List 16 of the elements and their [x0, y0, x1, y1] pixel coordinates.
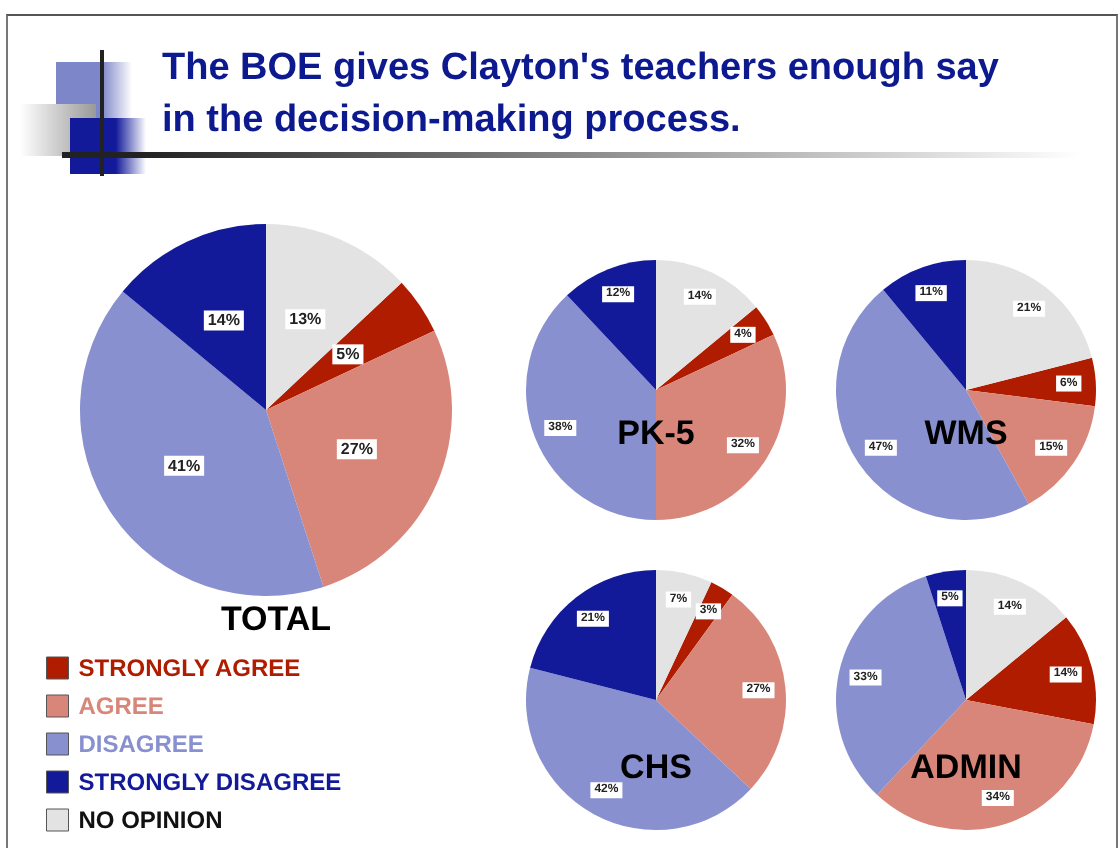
text: PK-5 — [617, 414, 695, 452]
data-label: 13% — [289, 310, 322, 329]
legend-label: STRONGLY DISAGREE — [78, 768, 342, 796]
data-label: 27% — [340, 440, 373, 459]
text: The BOE gives Clayton's teachers enough say in the decision-making process. — [162, 47, 1010, 141]
legend-label: NO OPINION — [78, 806, 223, 834]
data-label: 41% — [168, 456, 201, 475]
legend-label: STRONGLY AGREE — [78, 654, 301, 682]
data-label: 14% — [207, 311, 240, 330]
text: CHS — [620, 748, 692, 786]
legend-label: AGREE — [78, 692, 164, 720]
data-label: 5% — [336, 345, 360, 364]
text: ADMIN — [910, 748, 1022, 786]
text: WMS — [924, 414, 1008, 452]
text: TOTAL — [220, 600, 332, 638]
legend-label: DISAGREE — [78, 730, 204, 758]
